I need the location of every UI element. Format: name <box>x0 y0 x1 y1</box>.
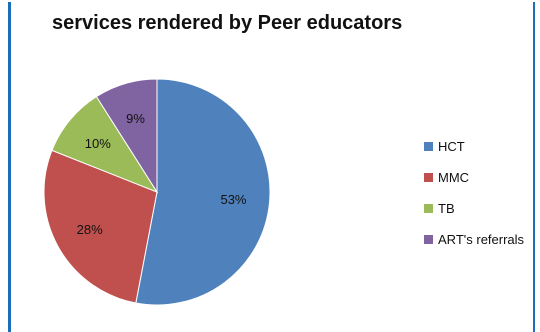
legend-swatch-tb <box>424 204 433 213</box>
chart-title: services rendered by Peer educators <box>52 12 403 34</box>
legend-label-tb: TB <box>438 201 455 216</box>
pie-slice-mmc <box>43 149 158 304</box>
legend-swatch-mmc <box>424 173 433 182</box>
data-label-mmc: 28% <box>77 222 103 237</box>
pie-slice-tb <box>51 95 159 194</box>
pie-slice-art-s-referrals <box>95 78 158 194</box>
legend-label-hct: HCT <box>438 139 465 154</box>
data-label-art-s-referrals: 9% <box>126 111 145 126</box>
legend-swatch-hct <box>424 142 433 151</box>
pie-slice-hct <box>135 78 271 306</box>
legend-label-mmc: MMC <box>438 170 469 185</box>
legend-swatch-art-s-referrals <box>424 235 433 244</box>
data-label-tb: 10% <box>85 136 111 151</box>
data-label-hct: 53% <box>220 192 246 207</box>
legend-label-art-s-referrals: ART's referrals <box>438 232 525 247</box>
